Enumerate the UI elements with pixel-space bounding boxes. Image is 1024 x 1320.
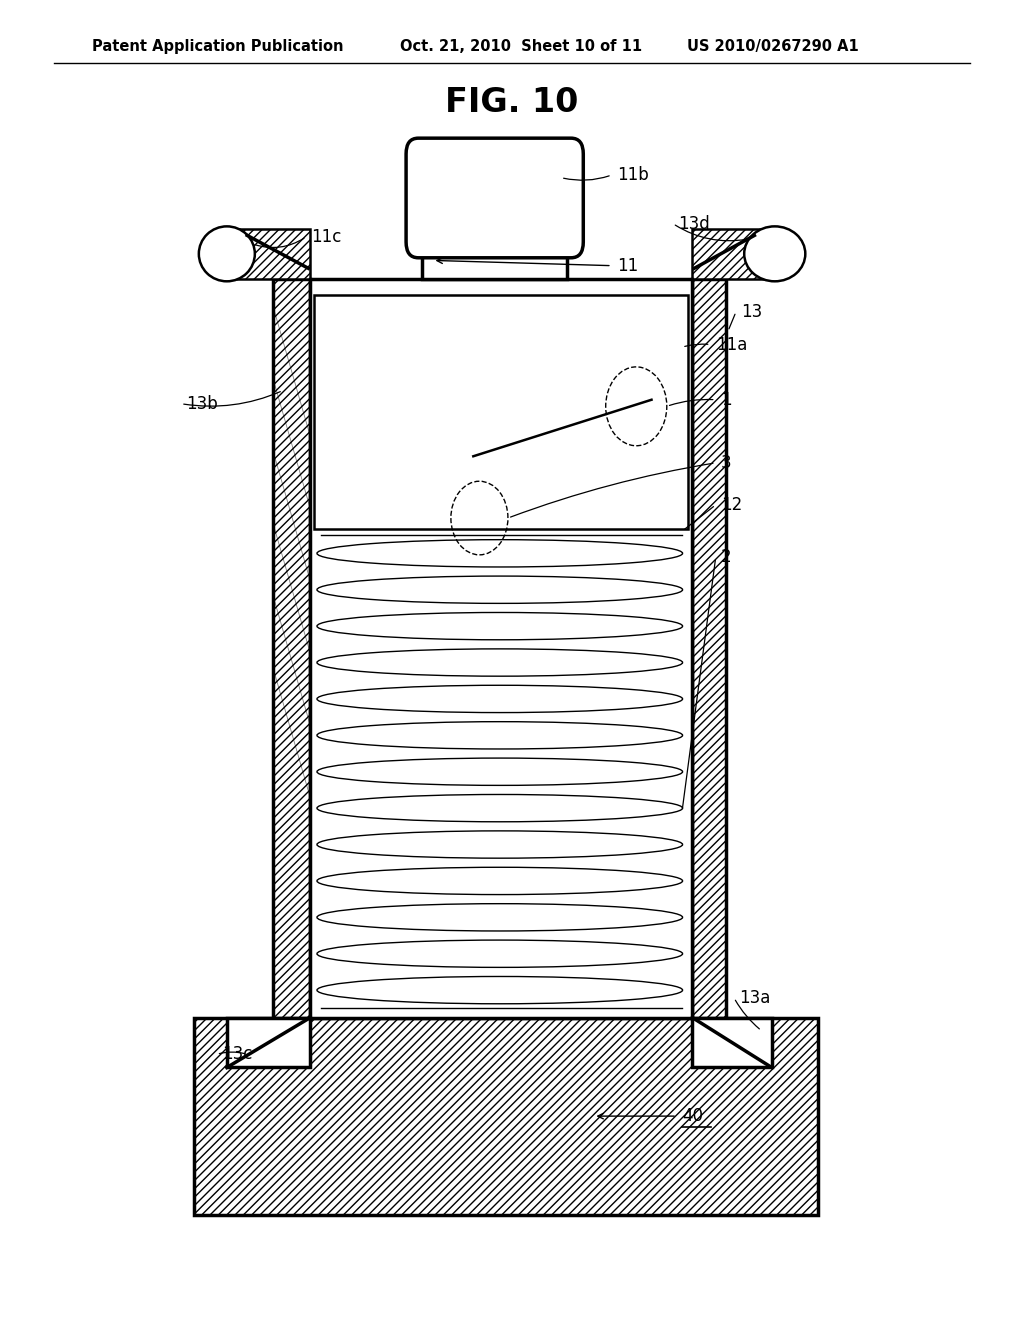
Text: US 2010/0267290 A1: US 2010/0267290 A1 xyxy=(687,38,859,54)
Ellipse shape xyxy=(317,649,683,676)
Ellipse shape xyxy=(317,576,683,603)
Ellipse shape xyxy=(317,830,683,858)
Text: 40: 40 xyxy=(682,1107,703,1125)
Polygon shape xyxy=(310,279,692,1018)
Text: 11: 11 xyxy=(616,256,638,275)
Polygon shape xyxy=(227,1018,310,1068)
Ellipse shape xyxy=(317,722,683,748)
Ellipse shape xyxy=(317,685,683,713)
Text: 11b: 11b xyxy=(616,166,648,183)
Text: Oct. 21, 2010  Sheet 10 of 11: Oct. 21, 2010 Sheet 10 of 11 xyxy=(400,38,642,54)
Text: 13d: 13d xyxy=(678,215,710,232)
Ellipse shape xyxy=(317,940,683,968)
Polygon shape xyxy=(237,228,310,279)
Text: 1: 1 xyxy=(721,391,731,409)
Text: 13b: 13b xyxy=(186,395,218,413)
Text: 13a: 13a xyxy=(739,989,770,1007)
Polygon shape xyxy=(422,242,567,279)
Text: Patent Application Publication: Patent Application Publication xyxy=(92,38,344,54)
Text: 13c: 13c xyxy=(222,1045,252,1064)
Ellipse shape xyxy=(317,758,683,785)
Polygon shape xyxy=(314,294,688,528)
Polygon shape xyxy=(195,1018,817,1214)
Text: 12: 12 xyxy=(721,496,742,513)
Text: 11c: 11c xyxy=(311,228,342,246)
Text: 2: 2 xyxy=(721,549,731,566)
Ellipse shape xyxy=(744,226,805,281)
Ellipse shape xyxy=(199,226,255,281)
Ellipse shape xyxy=(317,904,683,931)
Polygon shape xyxy=(272,279,310,1018)
Text: FIG. 10: FIG. 10 xyxy=(445,86,579,119)
Ellipse shape xyxy=(317,795,683,822)
Ellipse shape xyxy=(317,540,683,568)
Ellipse shape xyxy=(317,977,683,1003)
Ellipse shape xyxy=(317,867,683,895)
FancyBboxPatch shape xyxy=(407,139,584,257)
Ellipse shape xyxy=(317,612,683,640)
Polygon shape xyxy=(692,1018,772,1068)
Text: 3: 3 xyxy=(721,454,731,471)
Polygon shape xyxy=(692,279,726,1018)
Polygon shape xyxy=(692,228,765,279)
Text: 11a: 11a xyxy=(716,335,748,354)
Text: 13: 13 xyxy=(741,302,763,321)
